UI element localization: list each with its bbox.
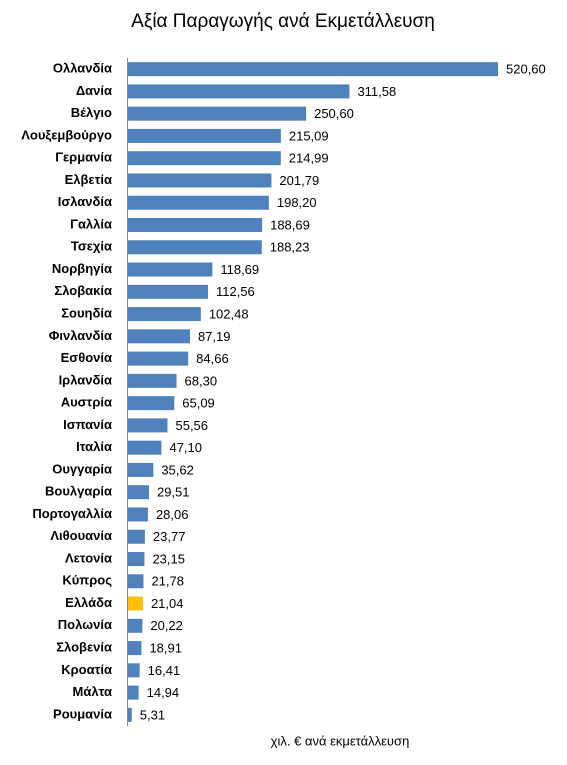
bar [128, 618, 143, 633]
y-tick-label: Πολωνία [58, 617, 112, 632]
bar [128, 62, 498, 77]
y-tick-label: Αυστρία [61, 395, 112, 410]
bar [128, 240, 262, 255]
y-tick-label: Πορτογαλλία [32, 506, 112, 521]
value-label: 20,22 [150, 618, 183, 633]
value-label: 14,94 [147, 685, 180, 700]
y-tick-label: Ισπανία [63, 417, 112, 432]
y-tick-label: Νορβηγία [52, 261, 112, 276]
value-label: 68,30 [185, 373, 218, 388]
bar [128, 529, 145, 544]
y-tick-label: Ελβετία [65, 172, 112, 187]
bar [128, 574, 144, 589]
value-label: 21,78 [151, 574, 184, 589]
y-tick-label: Κύπρος [62, 573, 112, 588]
y-tick-label: Λιθουανία [50, 528, 112, 543]
bar [128, 507, 148, 522]
bar [128, 663, 140, 678]
bar [128, 218, 263, 232]
bar [128, 84, 350, 99]
y-tick-label: Σλοβακία [54, 283, 112, 298]
value-label: 215,09 [289, 128, 329, 143]
y-tick-label: Βουλγαρία [45, 484, 112, 499]
value-label: 188,69 [270, 217, 310, 232]
bar [128, 106, 307, 121]
value-label: 65,09 [182, 396, 215, 411]
y-tick-label: Φινλανδία [49, 328, 112, 343]
bar [128, 262, 213, 277]
y-tick-label: Ιταλία [76, 439, 112, 454]
value-label: 47,10 [169, 440, 202, 455]
y-tick-label: Ιρλανδία [59, 372, 112, 387]
bar [128, 284, 208, 299]
chart-title: Αξία Παραγωγής ανά Εκμετάλλευση [131, 11, 435, 32]
value-label: 18,91 [149, 641, 182, 656]
value-label: 214,99 [289, 151, 329, 166]
y-tick-label: Βέλγιο [71, 105, 112, 120]
value-label: 28,06 [156, 507, 189, 522]
y-tick-label: Κροατία [61, 662, 112, 677]
value-label: 201,79 [279, 173, 319, 188]
value-label: 35,62 [161, 462, 194, 477]
value-label: 118,69 [220, 262, 259, 277]
bar [128, 373, 177, 388]
bar [128, 195, 269, 210]
value-label: 112,56 [216, 284, 255, 299]
y-tick-label: Ελλάδα [65, 595, 112, 610]
value-label: 5,31 [140, 707, 165, 722]
value-label: 198,20 [277, 195, 317, 210]
bar [128, 128, 281, 143]
value-label: 84,66 [196, 351, 229, 366]
y-tick-label: Γαλλία [70, 216, 112, 231]
y-tick-label: Ισλανδία [58, 194, 112, 209]
value-label: 16,41 [148, 663, 181, 678]
y-tick-label: Εσθονία [61, 350, 112, 365]
y-tick-label: Μάλτα [73, 684, 112, 699]
y-tick-label: Λετονία [65, 550, 112, 565]
y-tick-label: Σουηδία [61, 306, 112, 321]
value-label: 188,23 [270, 240, 310, 255]
value-label: 23,77 [153, 529, 186, 544]
bar [128, 418, 168, 433]
bar [128, 707, 132, 722]
value-label: 250,60 [314, 106, 354, 121]
value-label: 520,60 [506, 62, 546, 77]
value-label: 23,15 [152, 551, 185, 566]
bar [128, 173, 272, 188]
bar [128, 641, 142, 656]
bar [128, 485, 149, 500]
value-label: 311,58 [357, 84, 396, 99]
y-tick-label: Σλοβενία [56, 640, 112, 655]
value-label: 87,19 [198, 329, 231, 344]
bar [128, 396, 175, 411]
y-tick-label: Ουγγαρία [52, 461, 112, 476]
bar [128, 307, 201, 322]
bar [128, 685, 139, 700]
bar [128, 462, 154, 477]
y-tick-label: Τσεχία [71, 239, 112, 254]
y-tick-label: Δανία [76, 83, 112, 98]
bar [128, 329, 190, 344]
x-axis-label: χιλ. € ανά εκμετάλλευση [271, 733, 410, 748]
bar [128, 552, 145, 566]
bar [128, 440, 162, 455]
value-label: 21,04 [151, 596, 184, 611]
value-label: 29,51 [157, 485, 190, 500]
bar [128, 151, 281, 166]
y-tick-label: Γερμανία [55, 150, 112, 165]
y-tick-label: Ρουμανία [53, 706, 112, 721]
y-tick-label: Ολλανδία [53, 61, 112, 76]
value-label: 55,56 [175, 418, 208, 433]
y-tick-label: Λουξεμβούργο [21, 127, 112, 142]
bar [128, 351, 189, 366]
bar [128, 596, 143, 611]
value-label: 102,48 [209, 307, 249, 322]
